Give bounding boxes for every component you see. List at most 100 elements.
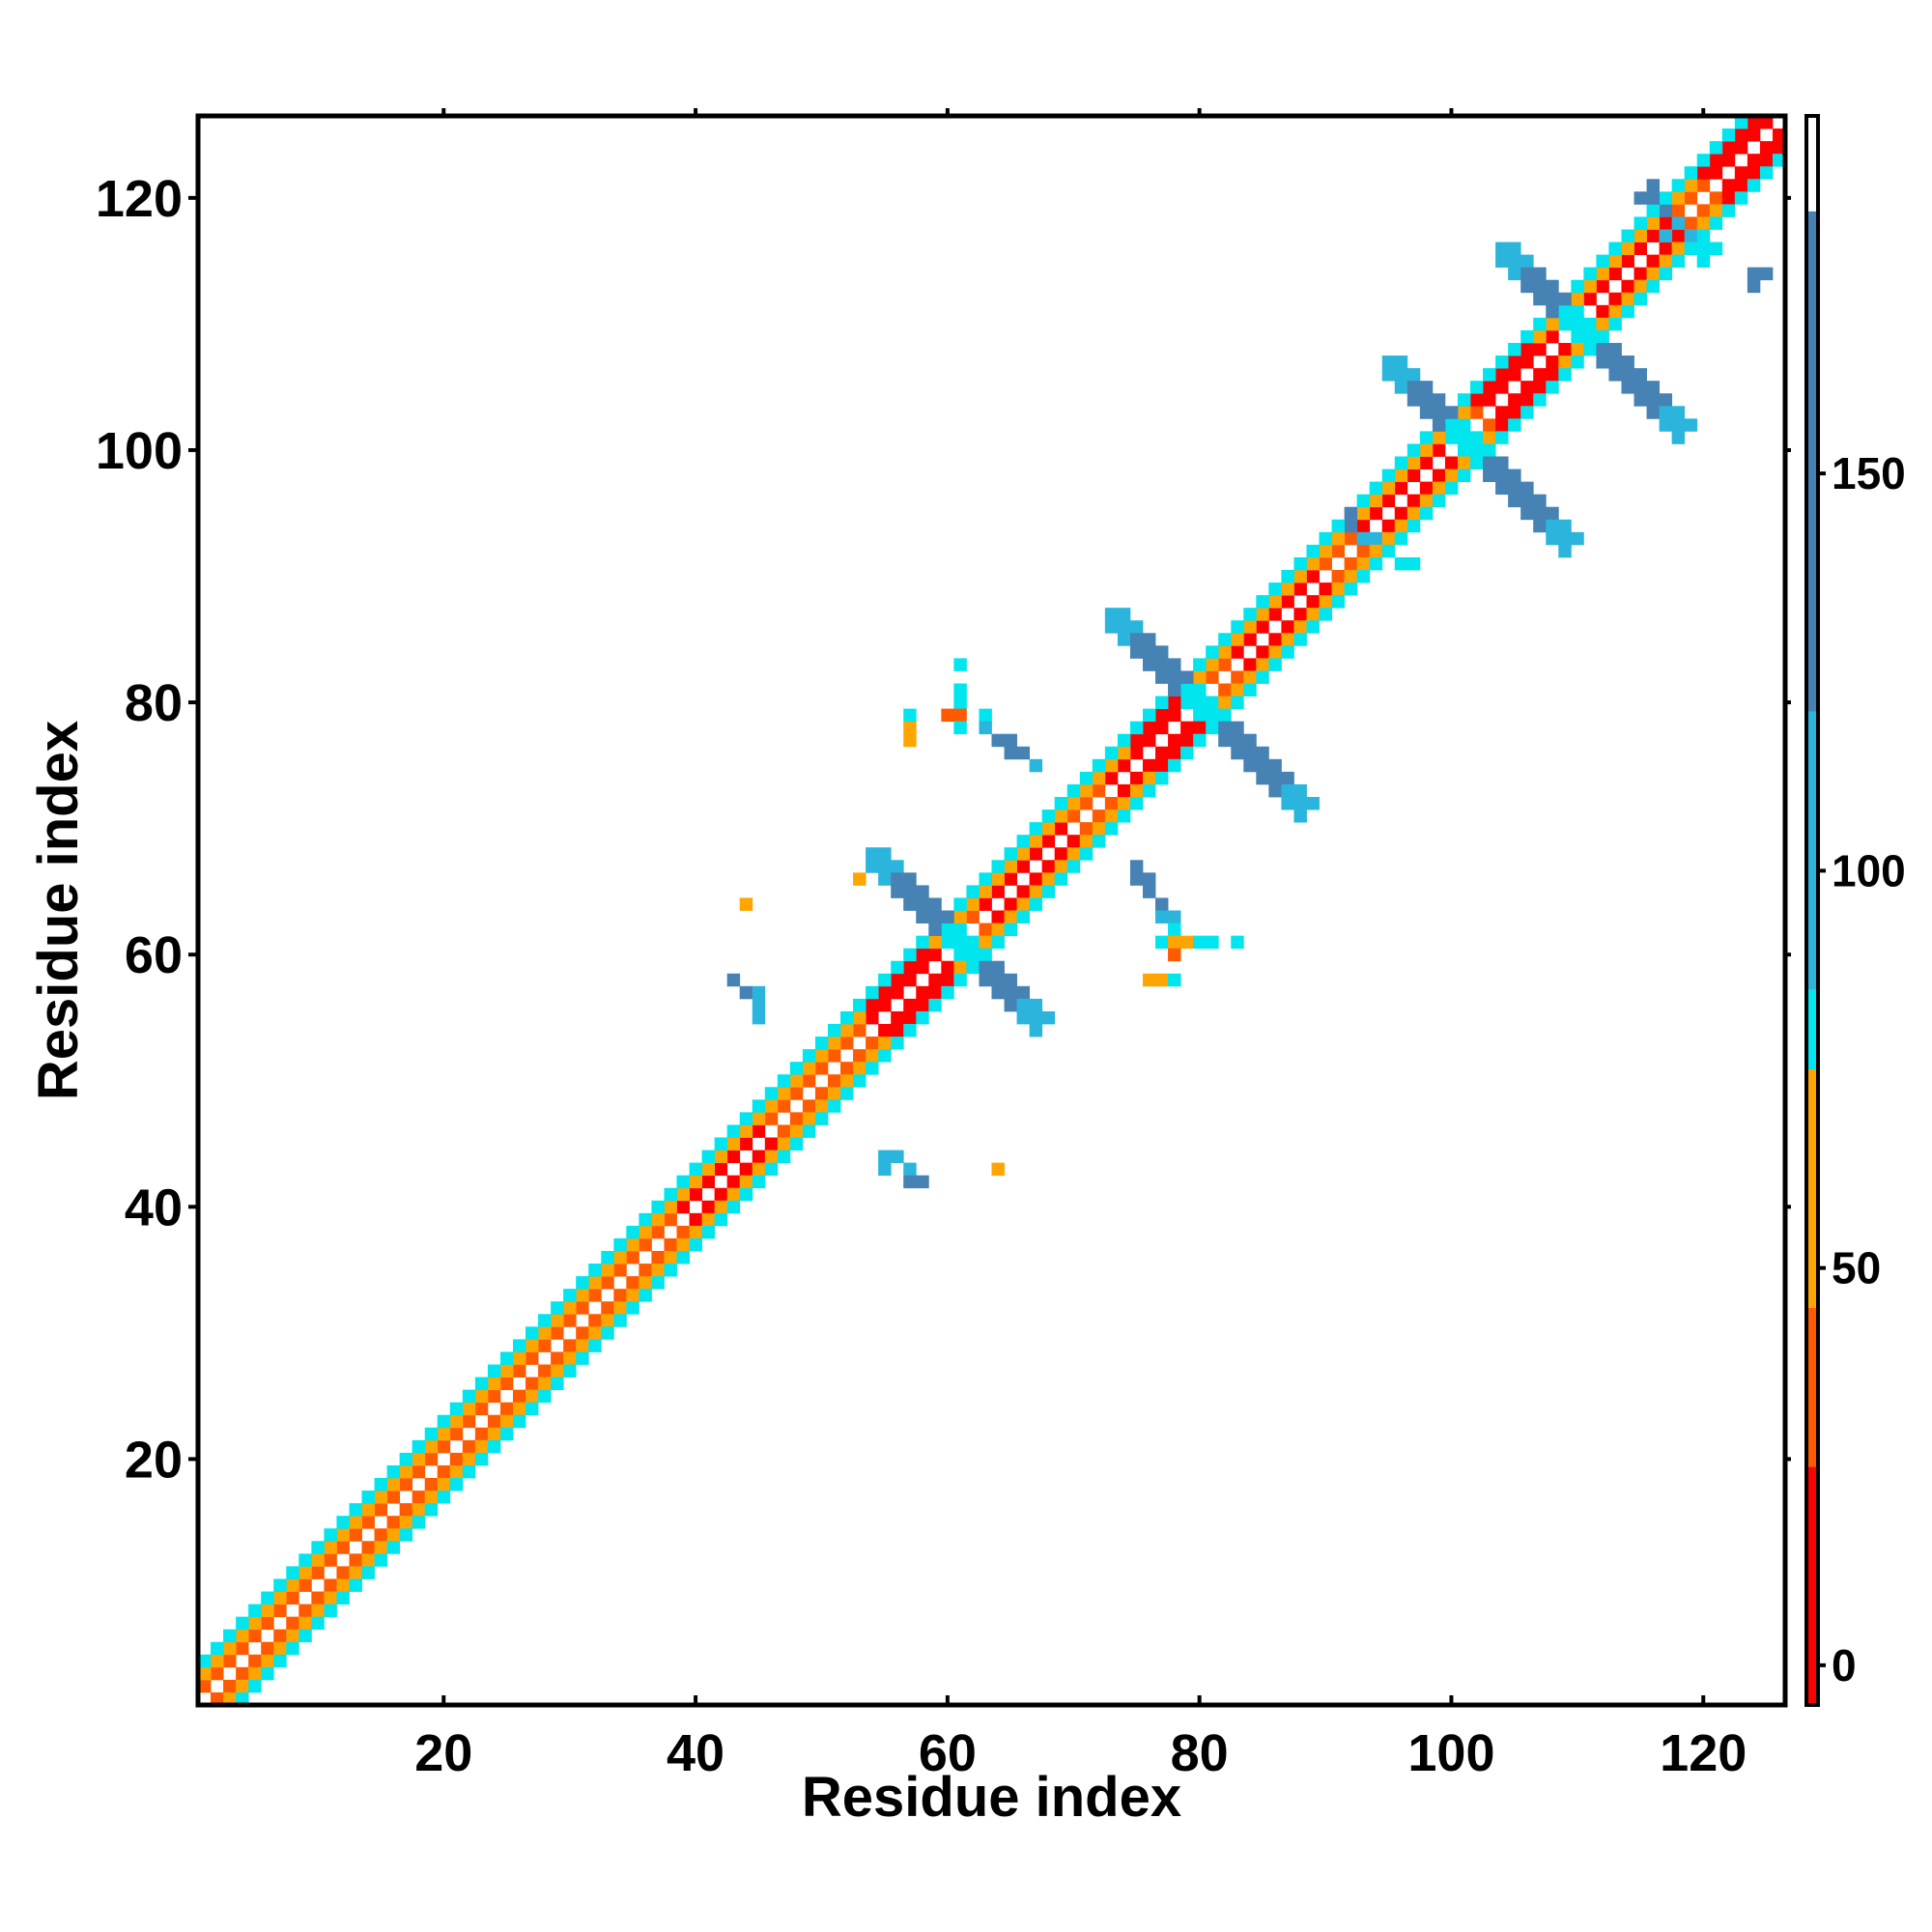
heatmap-cell (1079, 797, 1094, 810)
heatmap-cell (903, 973, 917, 987)
heatmap-cell (563, 1301, 577, 1315)
heatmap-cell (1193, 683, 1207, 696)
heatmap-cell (261, 1666, 274, 1681)
heatmap-cell (1406, 368, 1421, 382)
heatmap-cell (1470, 443, 1484, 457)
heatmap-cell (903, 897, 917, 911)
heatmap-cell (1721, 179, 1736, 192)
heatmap-cell (1092, 758, 1106, 773)
heatmap-cell (1684, 229, 1698, 242)
heatmap-cell (853, 998, 867, 1012)
heatmap-cell (1483, 393, 1496, 407)
heatmap-cell (701, 1212, 716, 1227)
heatmap-cell (1129, 733, 1144, 748)
heatmap-cell (1029, 872, 1043, 886)
heatmap-cell (1356, 544, 1371, 558)
heatmap-cell (1621, 304, 1634, 319)
heatmap-cell (1293, 810, 1307, 823)
heatmap-cell (1129, 860, 1144, 873)
heatmap-cell (487, 1389, 501, 1404)
heatmap-cell (499, 1377, 514, 1391)
heatmap-cell (236, 1666, 249, 1681)
heatmap-cell (399, 1516, 413, 1529)
heatmap-cell (538, 1389, 552, 1404)
heatmap-cell (1293, 620, 1307, 634)
heatmap-cell (361, 1516, 375, 1529)
heatmap-cell (1747, 179, 1761, 192)
heatmap-cell (1747, 166, 1761, 180)
heatmap-cell (953, 683, 967, 696)
heatmap-cell (1004, 897, 1017, 911)
heatmap-cell (1168, 948, 1181, 962)
heatmap-cell (1104, 746, 1119, 760)
y-tick-label: 20 (125, 1431, 183, 1489)
heatmap-cell (764, 1099, 779, 1113)
heatmap-cell (1243, 658, 1257, 671)
heatmap-cell (1016, 998, 1031, 1012)
heatmap-cell (1104, 620, 1119, 634)
heatmap-cell (1432, 481, 1446, 496)
heatmap-cell (777, 1150, 791, 1164)
heatmap-cell (689, 1237, 702, 1252)
heatmap-cell (361, 1553, 375, 1567)
heatmap-cell (1747, 279, 1761, 294)
heatmap-cell (689, 1225, 702, 1239)
heatmap-cell (1155, 897, 1169, 911)
heatmap-cell (664, 1264, 677, 1277)
heatmap-cell (248, 1616, 262, 1631)
heatmap-cell (1231, 620, 1244, 634)
heatmap-cell (928, 948, 942, 962)
heatmap-cell (941, 985, 954, 1000)
heatmap-cell (639, 1212, 652, 1227)
heatmap-cell (1659, 418, 1673, 432)
heatmap-cell (399, 1452, 413, 1466)
heatmap-cell (1520, 343, 1534, 356)
heatmap-cell (1406, 456, 1421, 469)
heatmap-cell (324, 1591, 337, 1605)
heatmap-cell (1646, 267, 1660, 281)
heatmap-cell (1747, 116, 1761, 129)
heatmap-cell (449, 1402, 464, 1416)
heatmap-cell (311, 1616, 325, 1631)
heatmap-cell (878, 1049, 892, 1063)
heatmap-cell (1533, 343, 1547, 356)
heatmap-cell (474, 1427, 489, 1441)
heatmap-cell (424, 1427, 439, 1441)
heatmap-cell (1495, 431, 1509, 444)
heatmap-cell (979, 708, 992, 723)
heatmap-cell (1533, 267, 1547, 281)
heatmap-cell (1444, 469, 1459, 483)
heatmap-cell (386, 1464, 401, 1479)
heatmap-cell (261, 1654, 274, 1668)
heatmap-cell (311, 1604, 325, 1618)
heatmap-cell (777, 1074, 791, 1088)
heatmap-cell (1369, 481, 1383, 496)
heatmap-cell (1596, 317, 1609, 331)
heatmap-cell (651, 1276, 665, 1290)
heatmap-cell (1142, 872, 1156, 886)
heatmap-cell (487, 1414, 501, 1429)
heatmap-cell (223, 1691, 237, 1706)
heatmap-cell (1406, 519, 1421, 533)
heatmap-cell (1129, 721, 1144, 735)
heatmap-cell (1041, 822, 1056, 836)
heatmap-cell (1193, 658, 1207, 671)
heatmap-cell (903, 1024, 917, 1037)
heatmap-cell (1092, 822, 1106, 836)
heatmap-cell (399, 1478, 413, 1492)
heatmap-cell (1381, 368, 1396, 382)
heatmap-cell (1155, 645, 1169, 659)
heatmap-cell (1381, 494, 1396, 508)
heatmap-cell (827, 1074, 841, 1088)
heatmap-cell (639, 1225, 652, 1239)
heatmap-cell (651, 1251, 665, 1264)
heatmap-cell (1168, 758, 1181, 773)
heatmap-cell (563, 1289, 577, 1302)
heatmap-cell (1533, 393, 1547, 407)
heatmap-cell (789, 1137, 804, 1151)
heatmap-cell (1168, 973, 1181, 987)
heatmap-cell (916, 935, 929, 950)
heatmap-cell (1533, 368, 1547, 382)
heatmap-cell (878, 1037, 892, 1050)
heatmap-cell (613, 1314, 627, 1327)
